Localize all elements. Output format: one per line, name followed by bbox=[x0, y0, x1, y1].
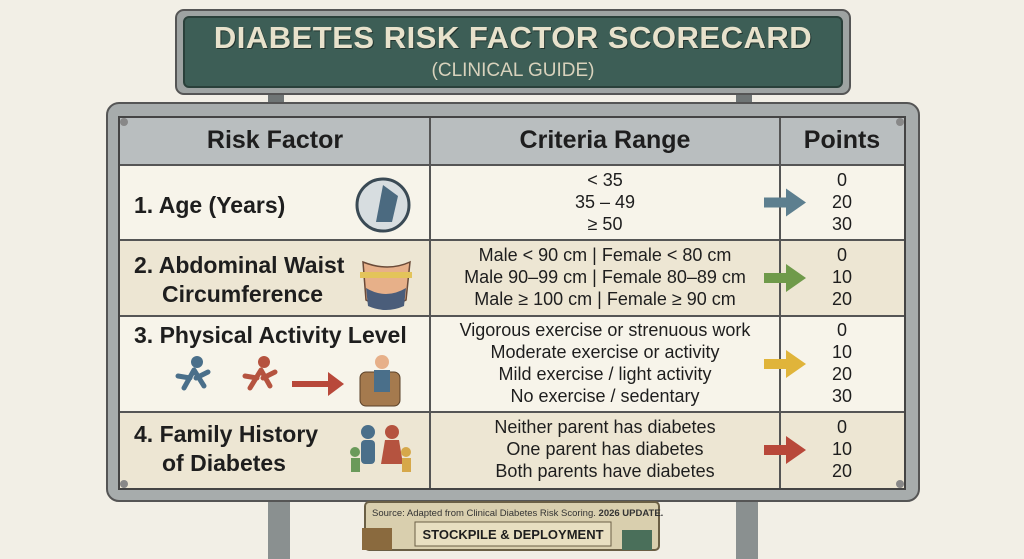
points-text: 20 bbox=[831, 191, 853, 212]
factor-label: 3. Physical Activity Level bbox=[134, 322, 407, 348]
row-arrow bbox=[764, 264, 806, 292]
criteria-text: Vigorous exercise or strenuous work bbox=[459, 320, 751, 340]
factor-label: 4. Family History bbox=[134, 421, 319, 447]
criteria-text: Male 90–99 cm | Female 80–89 cm bbox=[464, 267, 746, 287]
source-note: Source: Adapted from Clinical Diabetes R… bbox=[372, 508, 663, 519]
points-text: 30 bbox=[831, 386, 853, 406]
criteria-text: Male < 90 cm | Female < 80 cm bbox=[478, 245, 732, 265]
criteria-text: ≥ 50 bbox=[587, 213, 623, 234]
column-header: Criteria Range bbox=[519, 126, 691, 154]
criteria-text: Both parents have diabetes bbox=[495, 461, 715, 481]
criteria-text: No exercise / sedentary bbox=[510, 386, 700, 406]
row-arrow bbox=[764, 188, 806, 217]
row-arrow bbox=[764, 350, 806, 378]
column-header: Risk Factor bbox=[206, 126, 344, 154]
points-text: 10 bbox=[831, 267, 853, 287]
source-emphasis: 2026 UPDATE. bbox=[598, 508, 664, 519]
points-text: 20 bbox=[831, 364, 853, 384]
criteria-text: < 35 bbox=[587, 169, 623, 190]
factor-label: 1. Age (Years) bbox=[134, 192, 286, 218]
points-text: 10 bbox=[831, 439, 853, 459]
points-text: 0 bbox=[836, 417, 847, 437]
subtitle: (CLINICAL GUIDE) bbox=[431, 60, 595, 81]
title: DIABETES RISK FACTOR SCORECARD bbox=[213, 20, 813, 55]
points-text: 30 bbox=[831, 213, 853, 234]
points-text: 20 bbox=[831, 289, 853, 309]
factor-label: Circumference bbox=[162, 281, 324, 307]
points-text: 0 bbox=[836, 169, 847, 190]
source-text: Source: Adapted from Clinical Diabetes R… bbox=[372, 508, 596, 519]
points-text: 10 bbox=[831, 342, 853, 362]
points-text: 20 bbox=[831, 461, 853, 481]
criteria-text: Neither parent has diabetes bbox=[494, 417, 716, 437]
criteria-text: Moderate exercise or activity bbox=[490, 342, 720, 362]
factor-label: 2. Abdominal Waist bbox=[134, 252, 345, 278]
factor-label: of Diabetes bbox=[162, 450, 286, 476]
points-text: 0 bbox=[836, 320, 847, 340]
badge: STOCKPILE & DEPLOYMENT bbox=[422, 527, 604, 542]
row-arrow bbox=[764, 436, 806, 464]
criteria-text: 35 – 49 bbox=[574, 191, 636, 212]
criteria-text: Male ≥ 100 cm | Female ≥ 90 cm bbox=[474, 289, 736, 309]
column-header: Points bbox=[803, 126, 881, 154]
points-text: 0 bbox=[836, 245, 847, 265]
criteria-text: Mild exercise / light activity bbox=[498, 364, 712, 384]
criteria-text: One parent has diabetes bbox=[506, 439, 704, 459]
